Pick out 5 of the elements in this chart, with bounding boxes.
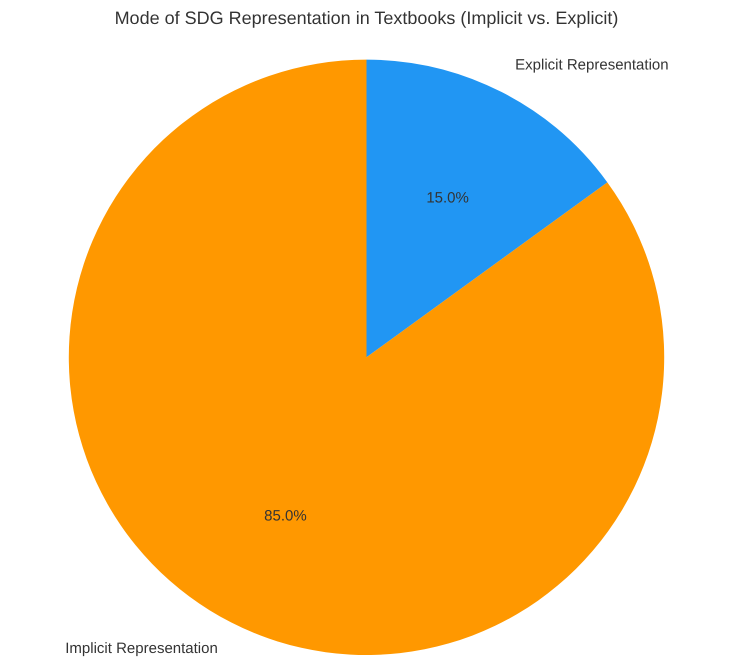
data-label: 85.0%	[264, 508, 307, 525]
data-label: 15.0%	[426, 189, 469, 206]
slice-label: Explicit Representation	[515, 56, 669, 74]
chart-title: Mode of SDG Representation in Textbooks (Implicit vs. Explicit)	[114, 8, 618, 28]
slice-label: Implicit Representation	[65, 640, 218, 657]
